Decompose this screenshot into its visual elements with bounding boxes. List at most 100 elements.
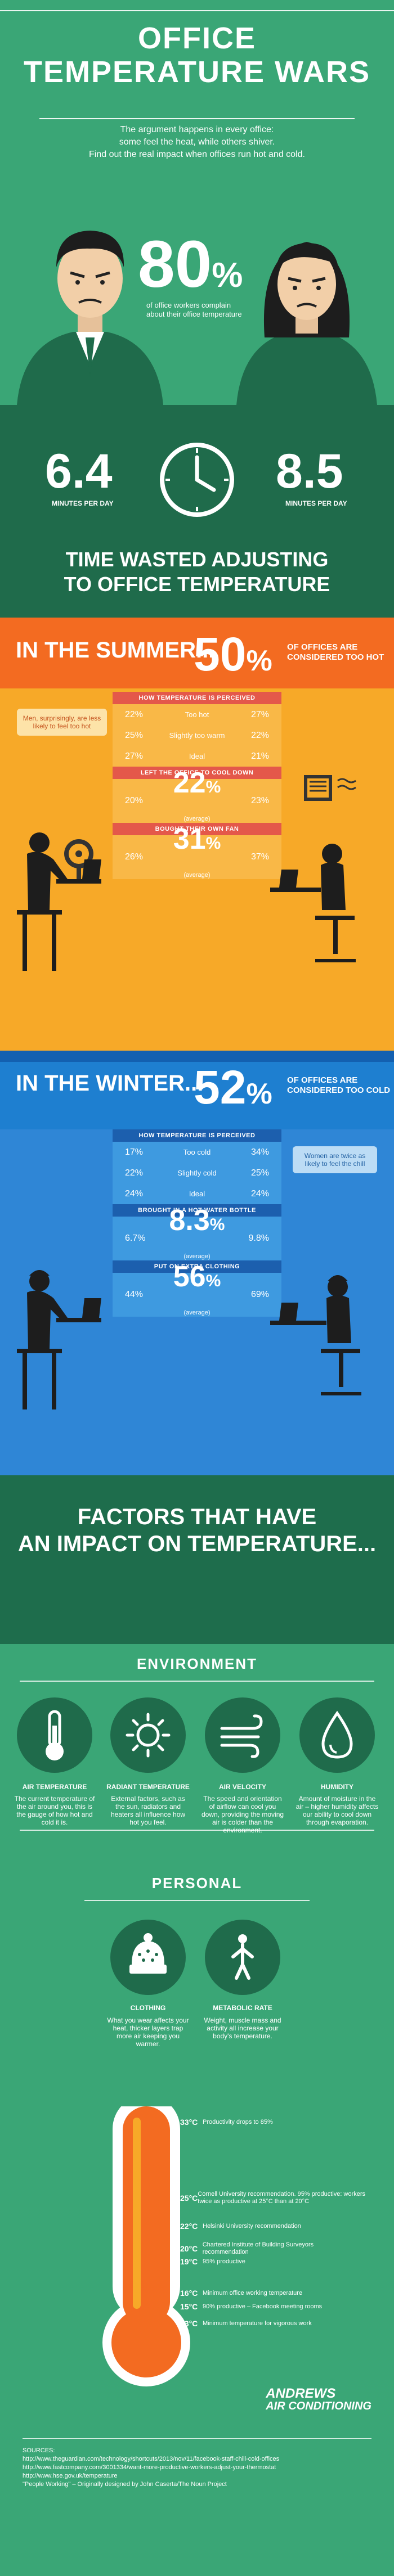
metabolic-rate-icon <box>205 1920 280 1995</box>
air-temperature-icon <box>17 1697 92 1773</box>
winter-callout: Women are twice as likely to feel the ch… <box>293 1146 377 1173</box>
table-row: 17% Too cold 34% <box>125 1147 269 1157</box>
summer-perceived-header: HOW TEMPERATURE IS PERCEIVED <box>113 692 281 704</box>
winter-illustration <box>17 1270 361 1409</box>
angry-man-icon <box>17 231 163 405</box>
mark-16: 16°C Minimum office working temperature <box>180 2289 303 2298</box>
summer-callout: Men, surprisingly, are less likely to fe… <box>17 709 107 736</box>
air-velocity-desc: The speed and orientation of airflow can… <box>201 1795 284 1834</box>
male-worker-cold-icon <box>17 1270 101 1409</box>
personal-heading: PERSONAL <box>151 1875 243 1892</box>
environment-section: ENVIRONMENT AIR TEMPERATURE The current … <box>0 1644 394 1869</box>
mark-15: 15°C 90% productive – Facebook meeting ro… <box>180 2302 323 2311</box>
environment-heading: ENVIRONMENT <box>136 1655 258 1672</box>
air-temperature-desc: The current temperature of the air aroun… <box>14 1795 95 1826</box>
minutes-value-men: 8.5 <box>276 444 343 498</box>
bottle-row: 6.7% 8.3% (average) 9.8% <box>125 1204 269 1260</box>
logo-line-1: ANDREWS <box>266 2388 336 2401</box>
mark-33: 33°C Productivity drops to 85% <box>180 2118 273 2127</box>
personal-divider <box>84 1900 310 1901</box>
minutes-label-men: MINUTES PER DAY <box>285 499 347 507</box>
factors-heading-line-1: FACTORS THAT HAVE <box>77 1505 317 1529</box>
clothing-desc: What you wear affects your heat, thicker… <box>107 2016 189 2048</box>
intro-line-1: The argument happens in every office: <box>120 125 274 134</box>
hero-section: OFFICE TEMPERATURE WARS The argument hap… <box>0 0 394 197</box>
personal-section: PERSONAL CLOTHING What you wear affects … <box>0 1869 394 2106</box>
time-heading-line-1: TIME WASTED ADJUSTING <box>65 548 329 571</box>
sources-divider <box>23 2438 371 2439</box>
angry-woman-icon <box>236 242 377 405</box>
intro-line-2: some feel the heat, while others shiver. <box>119 137 275 147</box>
clothing-icon <box>110 1920 186 1995</box>
left-office-row: 20% 22% (average) 23% <box>125 767 269 822</box>
title-divider <box>39 118 355 119</box>
clock-icon <box>160 443 234 517</box>
desk-fan-icon <box>64 839 93 879</box>
summer-perceived-table: HOW TEMPERATURE IS PERCEIVED 22% Too hot 2… <box>113 692 281 879</box>
air-velocity-icon <box>205 1697 280 1773</box>
intro-line-3: Find out the real impact when offices ru… <box>89 150 305 159</box>
air-conditioner-icon <box>304 775 356 801</box>
metabolic-rate-desc: Weight, muscle mass and activity all inc… <box>204 2016 281 2040</box>
environment-divider <box>20 1681 374 1682</box>
female-worker-icon <box>270 844 356 962</box>
male-worker-icon <box>17 832 101 971</box>
summer-percent: 50% <box>194 628 272 681</box>
air-temperature-title: AIR TEMPERATURE <box>22 1783 87 1791</box>
summer-illustration <box>17 775 356 971</box>
time-heading-line-2: TO OFFICE TEMPERATURE <box>64 573 330 596</box>
table-row: 24% Ideal 24% <box>125 1189 269 1199</box>
radiant-temperature-desc: External factors, such as the sun, radia… <box>110 1795 186 1826</box>
winter-perceived-table: HOW TEMPERATURE IS PERCEIVED 17% Too cold… <box>113 1129 281 1317</box>
source-link[interactable]: http://www.hse.gov.uk/temperature <box>23 2473 118 2479</box>
female-worker-cold-icon <box>270 1275 361 1395</box>
source-credit: "People Working" – Originally designed b… <box>23 2481 227 2488</box>
time-wasted-heading: TIME WASTED ADJUSTING TO OFFICE TEMPERAT… <box>0 547 394 597</box>
minutes-label-women: MINUTES PER DAY <box>52 499 114 507</box>
workers-illustration <box>17 231 377 405</box>
andrews-logo: ANDREWS AIR CONDITIONING <box>266 2388 371 2412</box>
complaint-caption: of office workers complain about their o… <box>146 301 242 318</box>
summer-section: IN THE SUMMER... 50% OF OFFICES ARE CONSI… <box>0 618 394 1051</box>
complaint-percent: 80% <box>138 227 243 301</box>
humidity-icon <box>299 1697 375 1773</box>
air-velocity-title: AIR VELOCITY <box>218 1783 266 1791</box>
summer-note: OF OFFICES ARE CONSIDERED TOO HOT <box>287 642 384 662</box>
logo-line-2: AIR CONDITIONING <box>266 2400 371 2412</box>
humidity-title: HUMIDITY <box>321 1783 353 1791</box>
time-wasted-section: 6.4 MINUTES PER DAY 8.5 MINUTES PER DAY … <box>0 405 394 618</box>
minutes-value-women: 6.4 <box>45 444 113 498</box>
intro-text: The argument happens in every office: so… <box>0 124 394 161</box>
source-link[interactable]: http://www.fastcompany.com/3001334/want-… <box>23 2464 276 2471</box>
brand-logo: ANDREWS AIR CONDITIONING <box>0 2388 394 2421</box>
mark-13: 13°C Minimum temperature for vigorous wor… <box>180 2319 312 2328</box>
clothing-header: PUT ON EXTRA CLOTHING <box>113 1260 281 1273</box>
factors-section: FACTORS THAT HAVE AN IMPACT ON TEMPERATU… <box>0 1475 394 1644</box>
page-title: OFFICE TEMPERATURE WARS <box>0 21 394 89</box>
table-row: 22% Slightly cold 25% <box>125 1168 269 1178</box>
metabolic-rate-title: METABOLIC RATE <box>213 2004 272 2012</box>
complaint-stat-section: 80% of office workers complain about the… <box>0 197 394 405</box>
winter-title: IN THE WINTER... <box>16 1071 204 1096</box>
title-line-1: OFFICE <box>138 21 256 55</box>
mark-25: 25°C Cornell University recommendation. 9… <box>180 2191 366 2205</box>
winter-note: OF OFFICES ARE CONSIDERED TOO COLD <box>287 1075 391 1095</box>
sources-section: SOURCES: http://www.theguardian.com/tech… <box>0 2421 394 2576</box>
winter-percent: 52% <box>194 1061 272 1114</box>
source-link[interactable]: http://www.theguardian.com/technology/sh… <box>23 2456 280 2462</box>
left-office-header: LEFT THE OFFICE TO COOL DOWN <box>113 767 281 779</box>
summer-title: IN THE SUMMER... <box>16 638 215 663</box>
fan-header: BOUGHT THEIR OWN FAN <box>113 823 281 835</box>
thermometer-section: 33°C Productivity drops to 85% 25°C Cornel… <box>0 2106 394 2388</box>
bottle-header: BROUGHT IN A HOT WATER BOTTLE <box>113 1204 281 1217</box>
clothing-row: 44% 56% (average) 69% <box>125 1260 269 1316</box>
factors-heading: FACTORS THAT HAVE AN IMPACT ON TEMPERATU… <box>0 1475 394 1557</box>
humidity-desc: Amount of moisture in the air – higher h… <box>296 1795 379 1826</box>
radiant-temperature-title: RADIANT TEMPERATURE <box>106 1783 190 1791</box>
factors-heading-line-2: AN IMPACT ON TEMPERATURE... <box>17 1532 377 1556</box>
fan-row: 26% 31% (average) 37% <box>125 823 269 879</box>
table-row: 22% Too hot 27% <box>125 710 269 719</box>
winter-section: IN THE WINTER... 52% OF OFFICES ARE CONSI… <box>0 1051 394 1475</box>
mark-20: 20°C Chartered Institute of Building Surv… <box>180 2241 314 2255</box>
radiant-temperature-icon <box>110 1697 186 1773</box>
